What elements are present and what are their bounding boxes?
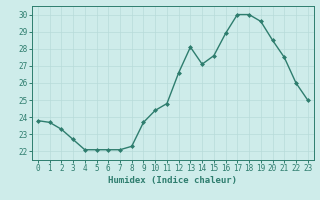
X-axis label: Humidex (Indice chaleur): Humidex (Indice chaleur) — [108, 176, 237, 185]
